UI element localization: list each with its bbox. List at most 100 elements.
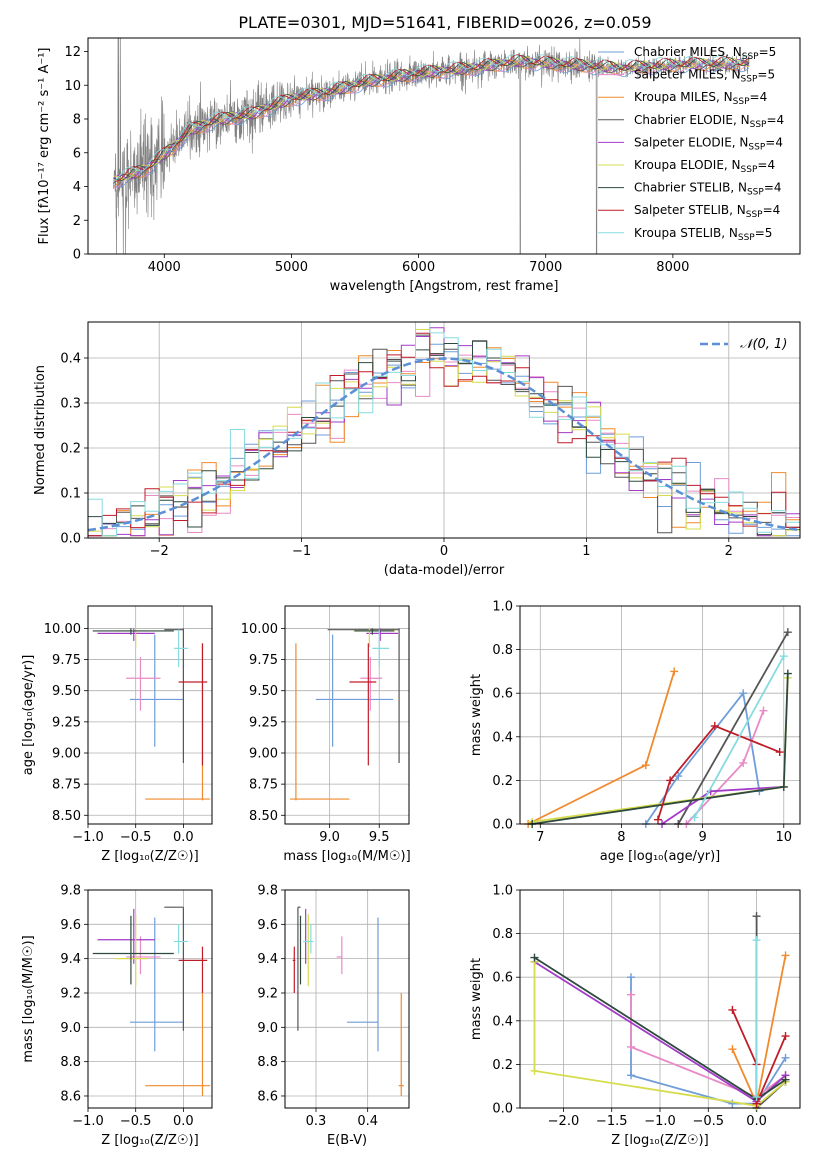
x-tick-label: 1 xyxy=(582,544,590,559)
weight-marker-1 xyxy=(627,990,636,999)
weight-marker-1 xyxy=(759,706,768,715)
y-tick-label: 0.4 xyxy=(60,352,81,367)
x-axis-label: mass [log₁₀(M/M☉)] xyxy=(283,849,410,864)
y-tick-label: 9.6 xyxy=(60,918,81,933)
y-tick-label: 0 xyxy=(73,248,81,263)
figure-title: PLATE=0301, MJD=51641, FIBERID=0026, z=0… xyxy=(238,13,651,32)
errorbar-7 xyxy=(292,946,296,993)
weight-marker-2 xyxy=(728,1045,737,1054)
y-tick-label: 0.0 xyxy=(60,532,81,547)
y-tick-label: 9.75 xyxy=(249,653,278,668)
errorbar-8 xyxy=(372,629,390,668)
y-tick-label: 0.8 xyxy=(492,927,513,942)
x-tick-label: 6000 xyxy=(402,260,435,275)
y-tick-label: 9.4 xyxy=(257,952,278,967)
axes-frame xyxy=(519,605,801,825)
x-axis-label: wavelength [Angstrom, rest frame] xyxy=(330,279,559,294)
model-spectrum-4 xyxy=(113,57,750,180)
x-tick-label: 10 xyxy=(775,830,792,845)
panel-z-mass: −1.0 −0.5 0.0 8.6 8.8 9.0 9.2 9.4 9.6 9.8 Z [log₁₀… xyxy=(21,884,213,1148)
y-tick-label: 9.6 xyxy=(257,918,278,933)
weight-marker-0 xyxy=(728,1099,737,1108)
y-tick-label: 8.75 xyxy=(249,778,278,793)
errorbar-7 xyxy=(178,946,208,993)
legend-entry-6: Chabrier STELIB, NSSP=4 xyxy=(634,181,782,198)
x-axis-label: Z [log₁₀(Z/Z☉)] xyxy=(101,1133,198,1148)
panel-age-weight: 7 8 9 10 0.0 0.2 0.4 0.6 0.8 1.0 age [log₁₀(age/yr… xyxy=(469,600,801,864)
weight-marker-8 xyxy=(752,1093,761,1102)
errorbar-8 xyxy=(173,924,189,954)
x-tick-label: 4000 xyxy=(148,260,181,275)
y-tick-label: 9.8 xyxy=(60,884,81,899)
y-tick-label: 9.25 xyxy=(249,715,278,730)
errorbar-6 xyxy=(354,628,395,635)
weight-line-1 xyxy=(685,710,765,825)
x-tick-label: −0.5 xyxy=(120,1114,152,1129)
y-tick-label: 0.3 xyxy=(60,397,81,412)
y-tick-label: 9.8 xyxy=(257,884,278,899)
errorbar-8 xyxy=(173,629,189,668)
errorbar-1 xyxy=(126,657,161,711)
weight-line-7 xyxy=(657,724,781,820)
y-axis-label: Normed distribution xyxy=(33,365,48,495)
residual-histogram-6 xyxy=(88,340,800,536)
weight-marker-6 xyxy=(783,669,792,678)
y-tick-label: 9.0 xyxy=(257,1021,278,1036)
legend-entry-0: Chabrier MILES, NSSP=5 xyxy=(634,45,776,62)
weight-marker-8 xyxy=(779,652,788,661)
weight-line-8 xyxy=(693,655,785,818)
errorbar-6 xyxy=(92,915,174,985)
y-tick-label: 8.75 xyxy=(52,778,81,793)
y-tick-label: 0.4 xyxy=(492,1014,513,1029)
weight-marker-0 xyxy=(627,1071,636,1080)
errorbar-1 xyxy=(126,936,161,975)
errorbar-0 xyxy=(315,634,394,747)
axes-frame xyxy=(87,889,213,1109)
y-tick-label: 8.8 xyxy=(60,1055,81,1070)
x-tick-label: 9 xyxy=(698,830,706,845)
errorbar-4 xyxy=(97,908,155,964)
weight-marker-5 xyxy=(530,1066,539,1075)
weight-marker-7 xyxy=(666,776,675,785)
errorbar-2 xyxy=(145,992,211,1096)
panel-spectrum: 4000 5000 6000 7000 8000 0 2 4 6 8 10 12 wavelength … xyxy=(37,37,801,294)
normal-curve xyxy=(88,357,800,532)
x-tick-label: −1.0 xyxy=(72,1114,104,1129)
weight-marker-2 xyxy=(641,761,650,770)
y-tick-label: 0.6 xyxy=(492,687,513,702)
weight-marker-0 xyxy=(627,973,636,982)
x-tick-label: −1 xyxy=(292,544,311,559)
y-tick-label: 9.4 xyxy=(60,952,81,967)
y-tick-label: 9.25 xyxy=(52,715,81,730)
x-tick-label: 9.0 xyxy=(319,830,340,845)
errorbar-0 xyxy=(129,917,184,1052)
x-tick-label: 0.4 xyxy=(357,1114,378,1129)
y-tick-label: 9.2 xyxy=(60,986,81,1001)
y-tick-label: 0.2 xyxy=(60,442,81,457)
axes-frame xyxy=(87,605,213,825)
y-tick-label: 8.6 xyxy=(60,1089,81,1104)
y-tick-label: 10.00 xyxy=(241,622,278,637)
y-tick-label: 8 xyxy=(73,113,81,128)
spectrum-legend: Chabrier MILES, NSSP=5 Salpeter MILES, NS… xyxy=(598,45,784,243)
weight-line-4 xyxy=(661,786,784,825)
x-axis-label: Z [log₁₀(Z/Z☉)] xyxy=(611,1133,708,1148)
errorbar-1 xyxy=(360,657,383,711)
errorbar-2 xyxy=(289,643,350,801)
x-tick-label: −1.0 xyxy=(644,1114,676,1129)
weight-marker-3 xyxy=(752,912,761,921)
y-tick-label: 1.0 xyxy=(492,884,513,899)
weight-marker-3 xyxy=(783,628,792,637)
x-axis-label: Z [log₁₀(Z/Z☉)] xyxy=(101,849,198,864)
x-tick-label: 7 xyxy=(536,830,544,845)
y-tick-label: 9.50 xyxy=(52,684,81,699)
y-tick-label: 9.00 xyxy=(249,746,278,761)
weight-marker-0 xyxy=(739,689,748,698)
x-tick-label: 8000 xyxy=(656,260,689,275)
errorbar-0 xyxy=(347,917,379,1052)
x-tick-label: −0.5 xyxy=(692,1114,724,1129)
x-tick-label: 2 xyxy=(725,544,733,559)
model-spectrum-6 xyxy=(113,55,750,181)
x-tick-label: 0 xyxy=(440,544,448,559)
